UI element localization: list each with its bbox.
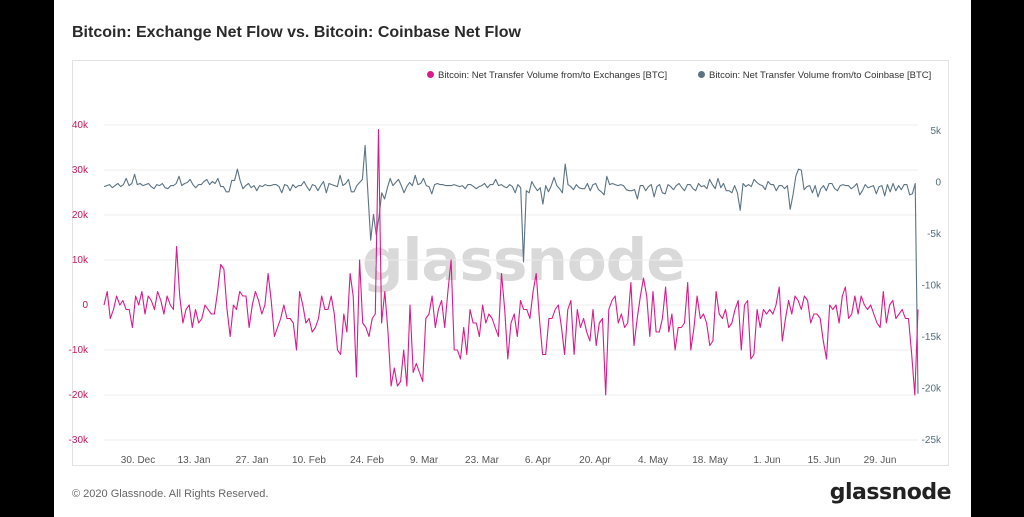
x-axis-tick-label: 15. Jun	[808, 455, 841, 466]
x-axis-tick-label: 18. May	[692, 455, 728, 466]
footer-logo: glassnode	[829, 480, 952, 505]
legend-item-exchanges[interactable]: Bitcoin: Net Transfer Volume from/to Exc…	[427, 70, 667, 81]
legend-item-coinbase[interactable]: Bitcoin: Net Transfer Volume from/to Coi…	[698, 70, 931, 81]
series-line-coinbase[interactable]	[103, 144, 919, 394]
left-axis-tick-label: 40k	[72, 120, 89, 131]
right-axis-tick-label: -15k	[922, 332, 942, 343]
x-axis-tick-label: 27. Jan	[236, 455, 269, 466]
right-axis-tick-label: 0	[935, 178, 941, 189]
chart-svg: 40k 30k 20k 10k 0 -10k -20k -30k 5k 0 -5k -10k -15k -…	[69, 120, 942, 466]
left-axis-tick-label: -20k	[69, 390, 89, 401]
chart-card: Bitcoin: Exchange Net Flow vs. Bitcoin: …	[54, 0, 971, 517]
left-axis-tick-label: 20k	[72, 210, 89, 221]
x-axis-tick-label: 23. Mar	[465, 455, 500, 466]
x-axis-tick-label: 13. Jan	[178, 455, 211, 466]
left-axis-tick-label: -10k	[69, 345, 89, 356]
x-axis-tick-label: 20. Apr	[579, 455, 611, 466]
right-axis-tick-label: -10k	[922, 281, 942, 292]
x-axis-tick-label: 10. Feb	[292, 455, 326, 466]
right-axis-tick-label: 5k	[930, 126, 942, 137]
x-axis-tick-label: 9. Mar	[410, 455, 439, 466]
chart-title: Bitcoin: Exchange Net Flow vs. Bitcoin: …	[72, 24, 521, 41]
left-axis-tick-label: 10k	[72, 255, 89, 266]
legend-marker-coinbase	[698, 71, 705, 78]
series-line-exchanges[interactable]	[103, 128, 919, 396]
x-axis-tick-label: 29. Jun	[864, 455, 897, 466]
x-axis-tick-label: 1. Jun	[753, 455, 780, 466]
legend-label-coinbase: Bitcoin: Net Transfer Volume from/to Coi…	[709, 70, 932, 81]
left-axis-tick-label: 30k	[72, 165, 89, 176]
left-axis-tick-label: -30k	[69, 435, 89, 446]
legend-marker-exchanges	[427, 71, 434, 78]
x-axis-tick-label: 30. Dec	[121, 455, 155, 466]
right-axis-tick-label: -20k	[922, 384, 942, 395]
left-axis-tick-label: 0	[82, 300, 88, 311]
chart-frame	[72, 60, 949, 466]
footer-copyright: © 2020 Glassnode. All Rights Reserved.	[72, 488, 269, 500]
legend-label-exchanges: Bitcoin: Net Transfer Volume from/to Exc…	[438, 70, 668, 81]
right-axis-tick-label: -5k	[927, 229, 942, 240]
right-axis-tick-label: -25k	[922, 435, 942, 446]
x-axis-tick-label: 6. Apr	[525, 455, 552, 466]
x-axis-tick-label: 4. May	[638, 455, 668, 466]
x-axis-tick-label: 24. Feb	[350, 455, 384, 466]
